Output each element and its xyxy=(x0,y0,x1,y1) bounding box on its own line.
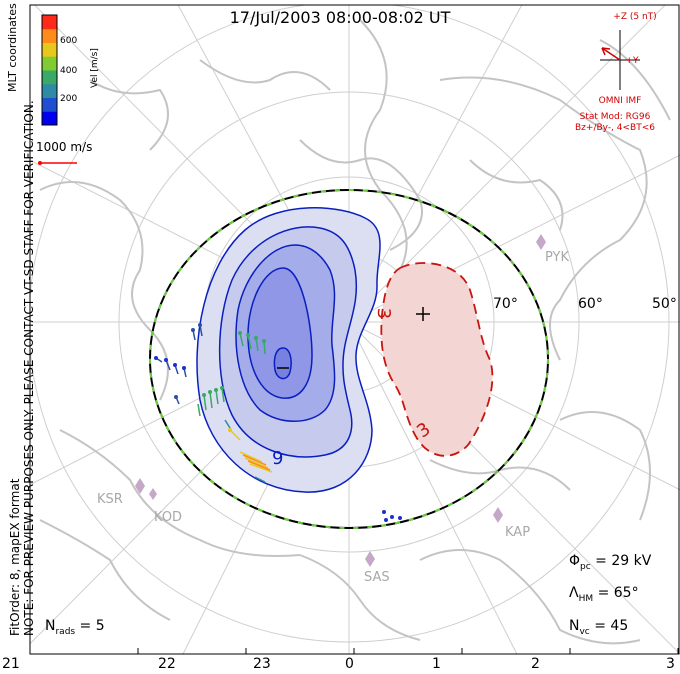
fit-order-note: FitOrder: 8, mapEX format xyxy=(8,478,22,636)
mlt-tick-3: 3 xyxy=(666,656,675,672)
stat-n-vc-value: 45 xyxy=(610,618,629,634)
station-markers xyxy=(135,234,546,567)
stat-n-rads: Nrads = 5 xyxy=(45,618,105,637)
reference-vector xyxy=(38,161,77,165)
stat-phi-pc-value: 29 kV xyxy=(611,553,652,569)
colorbar-title: Vel [m/s] xyxy=(90,48,100,88)
colorbar-segment xyxy=(42,83,57,98)
mlt-tick-marks xyxy=(29,648,679,654)
latitude-label-50: 50° xyxy=(652,296,677,312)
negative-convection-cell xyxy=(196,207,381,493)
hm-boundary-dash xyxy=(149,189,549,529)
imf-bz-label: +Z (5 nT) xyxy=(613,12,657,22)
stat-lambda-hm: ΛHM = 65° xyxy=(569,585,639,604)
colorbar-segment xyxy=(42,15,57,30)
map-title: 17/Jul/2003 08:00-08:02 UT xyxy=(229,8,451,27)
positive-convection-cell xyxy=(380,262,494,457)
mlt-tick-0: 0 xyxy=(345,656,354,672)
reference-vector-label: 1000 m/s xyxy=(36,140,93,154)
mlt-tick-2: 2 xyxy=(531,656,540,672)
stat-lambda-hm-value: 65° xyxy=(613,585,639,601)
latitude-label-70: 70° xyxy=(493,296,518,312)
station-ksr: KSR xyxy=(97,492,123,507)
colorbar-segment xyxy=(42,56,57,71)
station-kap: KAP xyxy=(505,525,531,540)
negative-cell-label: 9 xyxy=(272,448,284,469)
colorbar-tick-400: 400 xyxy=(60,66,78,76)
colorbar-segment xyxy=(42,111,57,126)
station-sas: SAS xyxy=(364,570,390,585)
imf-model: Stat Mod: RG96 xyxy=(579,112,651,122)
colorbar-segment xyxy=(42,97,57,112)
mlt-tick-23: 23 xyxy=(253,656,271,672)
imf-condition: Bz+/By-, 4<BT<6 xyxy=(575,123,655,133)
velocity-colorbar xyxy=(42,15,57,126)
vector-origins xyxy=(154,323,402,522)
mlt-tick-1: 1 xyxy=(432,656,441,672)
imf-by-label: +Y xyxy=(625,56,639,66)
imf-vector xyxy=(601,47,621,61)
preview-note: NOTE: FOR PREVIEW PURPOSES ONLY. PLEASE … xyxy=(22,100,36,636)
mlt-tick-22: 22 xyxy=(158,656,176,672)
stat-n-vc: Nvc = 45 xyxy=(569,618,629,637)
stat-phi-pc: Φpc = 29 kV xyxy=(569,553,652,572)
colorbar-frame xyxy=(41,14,58,126)
imf-source: OMNI IMF xyxy=(598,96,642,106)
station-pyk: PYK xyxy=(545,250,570,265)
colorbar-segment xyxy=(42,70,57,85)
colorbar-segment xyxy=(42,28,57,43)
coordinates-note: MLT coordinates xyxy=(6,3,19,92)
latitude-label-60: 60° xyxy=(578,296,603,312)
positive-cell-label-upper: 3 xyxy=(373,307,395,320)
station-kod: KOD xyxy=(154,510,183,525)
mlt-tick-21: 21 xyxy=(2,656,20,672)
colorbar-tick-600: 600 xyxy=(60,36,78,46)
colorbar-tick-200: 200 xyxy=(60,94,78,104)
colorbar-segment xyxy=(42,42,57,57)
stat-n-rads-value: 5 xyxy=(95,618,105,634)
